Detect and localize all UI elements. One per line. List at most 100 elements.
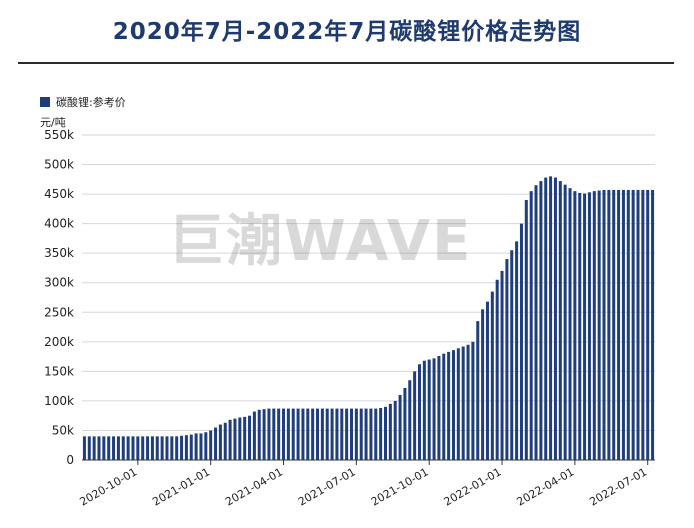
bar — [364, 408, 368, 460]
bar — [243, 416, 247, 460]
bar — [180, 435, 184, 460]
bar — [597, 190, 601, 460]
bar — [549, 176, 553, 460]
bar — [651, 189, 655, 461]
bar — [461, 346, 465, 460]
bar — [131, 436, 135, 460]
bar — [631, 189, 635, 461]
bar — [102, 436, 106, 460]
bar — [107, 436, 111, 460]
bar — [301, 408, 305, 460]
bar — [413, 371, 417, 460]
bar — [97, 436, 101, 460]
bar — [398, 395, 402, 460]
bar — [286, 408, 290, 460]
x-tick-label: 2021-01-01 — [150, 465, 212, 508]
y-tick-label: 0 — [66, 453, 74, 467]
bar — [432, 358, 436, 460]
bar — [214, 427, 218, 460]
bar — [485, 301, 489, 460]
bar — [170, 436, 174, 460]
bar — [121, 436, 125, 460]
bar — [388, 403, 392, 460]
bar — [175, 436, 179, 460]
bar — [636, 189, 640, 461]
bar — [277, 408, 281, 460]
bar — [544, 177, 548, 460]
bar — [189, 434, 193, 460]
bar — [320, 408, 324, 460]
y-tick-label: 300k — [44, 276, 74, 290]
bar — [558, 181, 562, 460]
bar — [408, 380, 412, 460]
bar — [155, 436, 159, 460]
bar — [442, 353, 446, 460]
bar — [359, 408, 363, 460]
bar — [583, 193, 587, 460]
bar — [578, 192, 582, 460]
bar — [529, 191, 533, 461]
y-tick-label: 550k — [44, 128, 74, 142]
bar — [306, 408, 310, 460]
bar — [437, 356, 441, 460]
y-tick-label: 400k — [44, 217, 74, 231]
bar — [92, 436, 96, 460]
bar — [204, 432, 208, 460]
bar — [291, 408, 295, 460]
bar — [165, 436, 169, 460]
bar — [199, 433, 203, 460]
bar — [553, 177, 557, 460]
bar — [141, 436, 145, 460]
bar — [272, 408, 276, 460]
y-tick-label: 50k — [52, 423, 74, 437]
y-tick-label: 150k — [44, 364, 74, 378]
bar — [617, 189, 621, 461]
bar — [311, 408, 315, 460]
bar — [417, 364, 421, 460]
y-axis-unit: 元/吨 — [40, 116, 66, 129]
bar — [456, 348, 460, 460]
bar — [568, 188, 572, 460]
bar — [519, 223, 523, 460]
bar — [515, 241, 519, 460]
y-tick-label: 200k — [44, 335, 74, 349]
bar — [476, 321, 480, 460]
bar — [87, 436, 91, 460]
y-tick-label: 100k — [44, 394, 74, 408]
bar — [82, 436, 86, 460]
bar — [379, 408, 383, 460]
bar — [383, 406, 388, 460]
bar — [602, 189, 606, 461]
x-tick-label: 2020-10-01 — [77, 465, 139, 508]
bar — [116, 436, 120, 460]
bar — [184, 435, 188, 460]
x-tick-label: 2022-04-01 — [515, 465, 577, 508]
bar — [354, 408, 358, 460]
bar — [136, 436, 140, 460]
legend-label: 碳酸锂:参考价 — [56, 96, 126, 109]
bar — [510, 250, 514, 460]
bar — [592, 191, 596, 461]
title-divider — [18, 62, 674, 64]
bar — [563, 184, 567, 461]
bar — [209, 430, 213, 460]
bar — [646, 189, 650, 461]
bar — [393, 400, 397, 460]
bar — [607, 189, 611, 461]
y-tick-label: 250k — [44, 305, 74, 319]
bar — [495, 279, 499, 460]
y-tick-label: 350k — [44, 246, 74, 260]
bar — [267, 408, 271, 460]
bar — [349, 408, 354, 460]
bar — [374, 408, 378, 460]
bar — [160, 436, 164, 460]
bar — [238, 417, 242, 460]
chart-title: 2020年7月-2022年7月碳酸锂价格走势图 — [112, 19, 582, 45]
chart-legend[interactable]: 碳酸锂:参考价 — [40, 94, 126, 110]
bar — [194, 433, 198, 460]
x-tick-label: 2021-07-01 — [296, 465, 358, 508]
bar — [471, 341, 475, 460]
bar — [112, 436, 116, 460]
bar — [539, 181, 543, 460]
